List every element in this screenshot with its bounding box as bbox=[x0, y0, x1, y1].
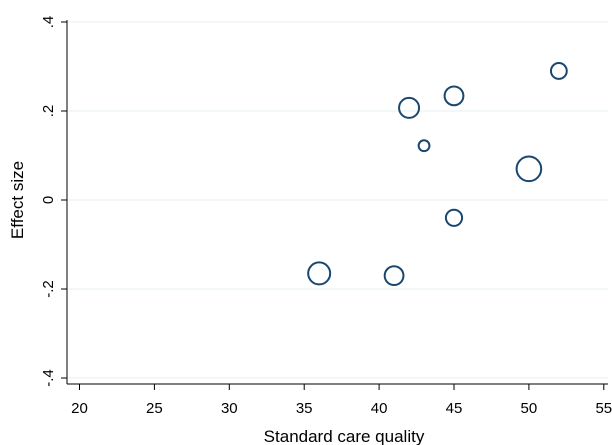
y-tick-label: -.2 bbox=[40, 280, 57, 298]
data-point bbox=[398, 96, 421, 119]
y-axis-title: Effect size bbox=[8, 161, 27, 239]
data-point bbox=[444, 208, 464, 227]
x-tick-label: 30 bbox=[221, 400, 238, 417]
y-tick-label: .4 bbox=[40, 16, 57, 29]
y-tick-label: .2 bbox=[40, 105, 57, 118]
x-tick-label: 35 bbox=[296, 400, 313, 417]
data-point bbox=[307, 261, 332, 286]
data-point bbox=[443, 85, 465, 107]
y-axis-ticks: -.4 -.2 0 .2 .4 bbox=[40, 16, 67, 387]
x-axis-title: Standard care quality bbox=[264, 427, 425, 445]
y-tick-label: -.4 bbox=[40, 369, 57, 387]
y-tick-label: 0 bbox=[40, 196, 57, 204]
data-point bbox=[549, 62, 568, 80]
data-point bbox=[383, 265, 405, 287]
x-tick-label: 25 bbox=[146, 400, 163, 417]
x-axis-ticks: 20 25 30 35 40 45 50 55 bbox=[71, 384, 612, 417]
x-tick-label: 20 bbox=[71, 400, 88, 417]
gridlines bbox=[68, 21, 608, 379]
data-point bbox=[515, 155, 543, 183]
x-tick-label: 55 bbox=[595, 400, 612, 417]
x-tick-label: 45 bbox=[446, 400, 463, 417]
x-tick-label: 40 bbox=[371, 400, 388, 417]
data-points bbox=[307, 62, 568, 287]
data-point bbox=[417, 139, 431, 153]
x-tick-label: 50 bbox=[521, 400, 538, 417]
